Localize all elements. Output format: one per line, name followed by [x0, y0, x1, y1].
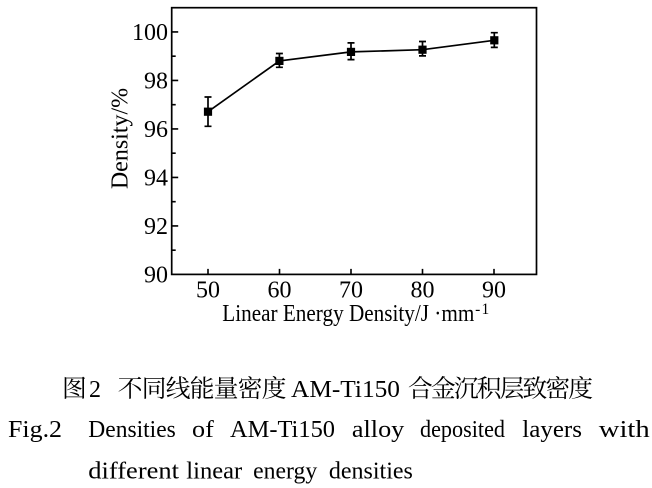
- svg-text:different: different: [88, 458, 179, 484]
- svg-text:with: with: [599, 417, 650, 443]
- svg-text:layers: layers: [522, 417, 582, 443]
- svg-text:linear: linear: [186, 458, 242, 484]
- svg-text:AM-Ti150: AM-Ti150: [230, 417, 335, 443]
- svg-text:92: 92: [144, 214, 168, 240]
- svg-text:Fig.2: Fig.2: [8, 417, 62, 443]
- svg-text:Linear Energy Density/J ·mm-1: Linear Energy Density/J ·mm-1: [222, 301, 490, 327]
- svg-text:94: 94: [144, 165, 168, 191]
- svg-text:energy: energy: [253, 458, 317, 484]
- svg-text:70: 70: [339, 277, 363, 303]
- svg-text:deposited: deposited: [420, 417, 505, 443]
- svg-text:60: 60: [268, 277, 292, 303]
- svg-text:Density/%: Density/%: [108, 88, 134, 189]
- svg-text:Densities: Densities: [88, 417, 176, 443]
- svg-text:50: 50: [196, 277, 220, 303]
- svg-text:80: 80: [411, 277, 435, 303]
- svg-text:96: 96: [144, 117, 168, 143]
- svg-text:90: 90: [144, 262, 168, 288]
- svg-text:90: 90: [482, 277, 506, 303]
- svg-text:2: 2: [89, 377, 101, 403]
- svg-text:100: 100: [132, 20, 168, 46]
- svg-text:densities: densities: [329, 458, 413, 484]
- svg-text:AM-Ti150: AM-Ti150: [291, 377, 400, 403]
- svg-text:of: of: [192, 417, 214, 443]
- svg-text:alloy: alloy: [352, 417, 404, 443]
- svg-text:98: 98: [144, 68, 168, 94]
